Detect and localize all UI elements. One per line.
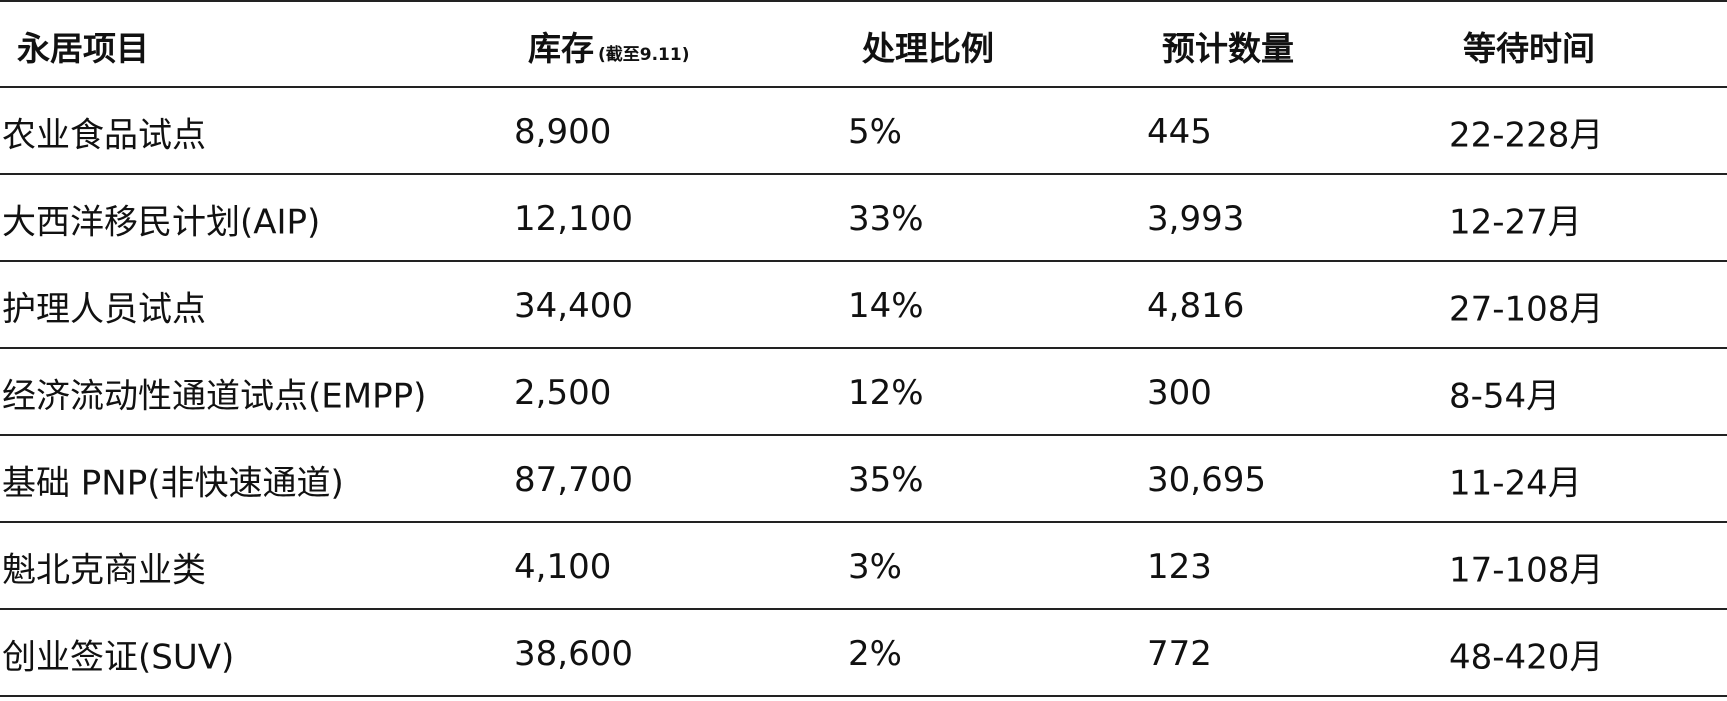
- table-cell: 38,600: [514, 633, 633, 674]
- table-cell: 3,993: [1147, 198, 1245, 239]
- row-divider: [0, 434, 1727, 436]
- header-text: 处理比例: [862, 29, 994, 68]
- table-cell: 33%: [848, 198, 924, 239]
- table-cell: 772: [1147, 633, 1212, 674]
- header-text: 库存: [528, 29, 594, 68]
- table-cell: 创业签证(SUV): [2, 637, 235, 677]
- table-cell: 12-27月: [1449, 202, 1582, 242]
- header-text: 永居项目: [17, 29, 149, 68]
- table-cell: 17-108月: [1449, 550, 1604, 590]
- header-cell: 等待时间: [1463, 22, 1595, 70]
- row-divider: [0, 86, 1727, 88]
- header-cell: 永居项目: [17, 22, 149, 70]
- table-cell: 8-54月: [1449, 376, 1561, 416]
- header-note: (截至9.11): [598, 45, 690, 65]
- row-divider: [0, 0, 1727, 2]
- table-cell: 经济流动性通道试点(EMPP): [2, 376, 427, 416]
- table-cell: 12,100: [514, 198, 633, 239]
- table-cell: 2,500: [514, 372, 612, 413]
- table-cell: 48-420月: [1449, 637, 1604, 677]
- header-cell: 库存 (截至9.11): [528, 22, 689, 70]
- table-cell: 123: [1147, 546, 1212, 587]
- table-cell: 14%: [848, 285, 924, 326]
- row-divider: [0, 173, 1727, 175]
- table-cell: 11-24月: [1449, 463, 1582, 503]
- table-cell: 4,100: [514, 546, 612, 587]
- header-cell: 处理比例: [862, 22, 994, 70]
- table-cell: 445: [1147, 111, 1212, 152]
- table-cell: 300: [1147, 372, 1212, 413]
- table-cell: 87,700: [514, 459, 633, 500]
- table-cell: 护理人员试点: [2, 289, 206, 329]
- table-cell: 34,400: [514, 285, 633, 326]
- table-cell: 30,695: [1147, 459, 1266, 500]
- table-cell: 4,816: [1147, 285, 1245, 326]
- header-cell: 预计数量: [1162, 22, 1294, 70]
- header-text: 预计数量: [1162, 29, 1294, 68]
- table-cell: 3%: [848, 546, 902, 587]
- table-cell: 农业食品试点: [2, 115, 206, 155]
- table-cell: 12%: [848, 372, 924, 413]
- table-cell: 基础 PNP(非快速通道): [2, 463, 344, 503]
- table-cell: 8,900: [514, 111, 612, 152]
- table-cell: 22-228月: [1449, 115, 1604, 155]
- table-cell: 5%: [848, 111, 902, 152]
- row-divider: [0, 695, 1727, 697]
- header-text: 等待时间: [1463, 29, 1595, 68]
- table-cell: 27-108月: [1449, 289, 1604, 329]
- table-cell: 魁北克商业类: [2, 550, 206, 590]
- table-cell: 大西洋移民计划(AIP): [2, 202, 321, 242]
- row-divider: [0, 521, 1727, 523]
- row-divider: [0, 260, 1727, 262]
- table-cell: 2%: [848, 633, 902, 674]
- row-divider: [0, 347, 1727, 349]
- row-divider: [0, 608, 1727, 610]
- table-cell: 35%: [848, 459, 924, 500]
